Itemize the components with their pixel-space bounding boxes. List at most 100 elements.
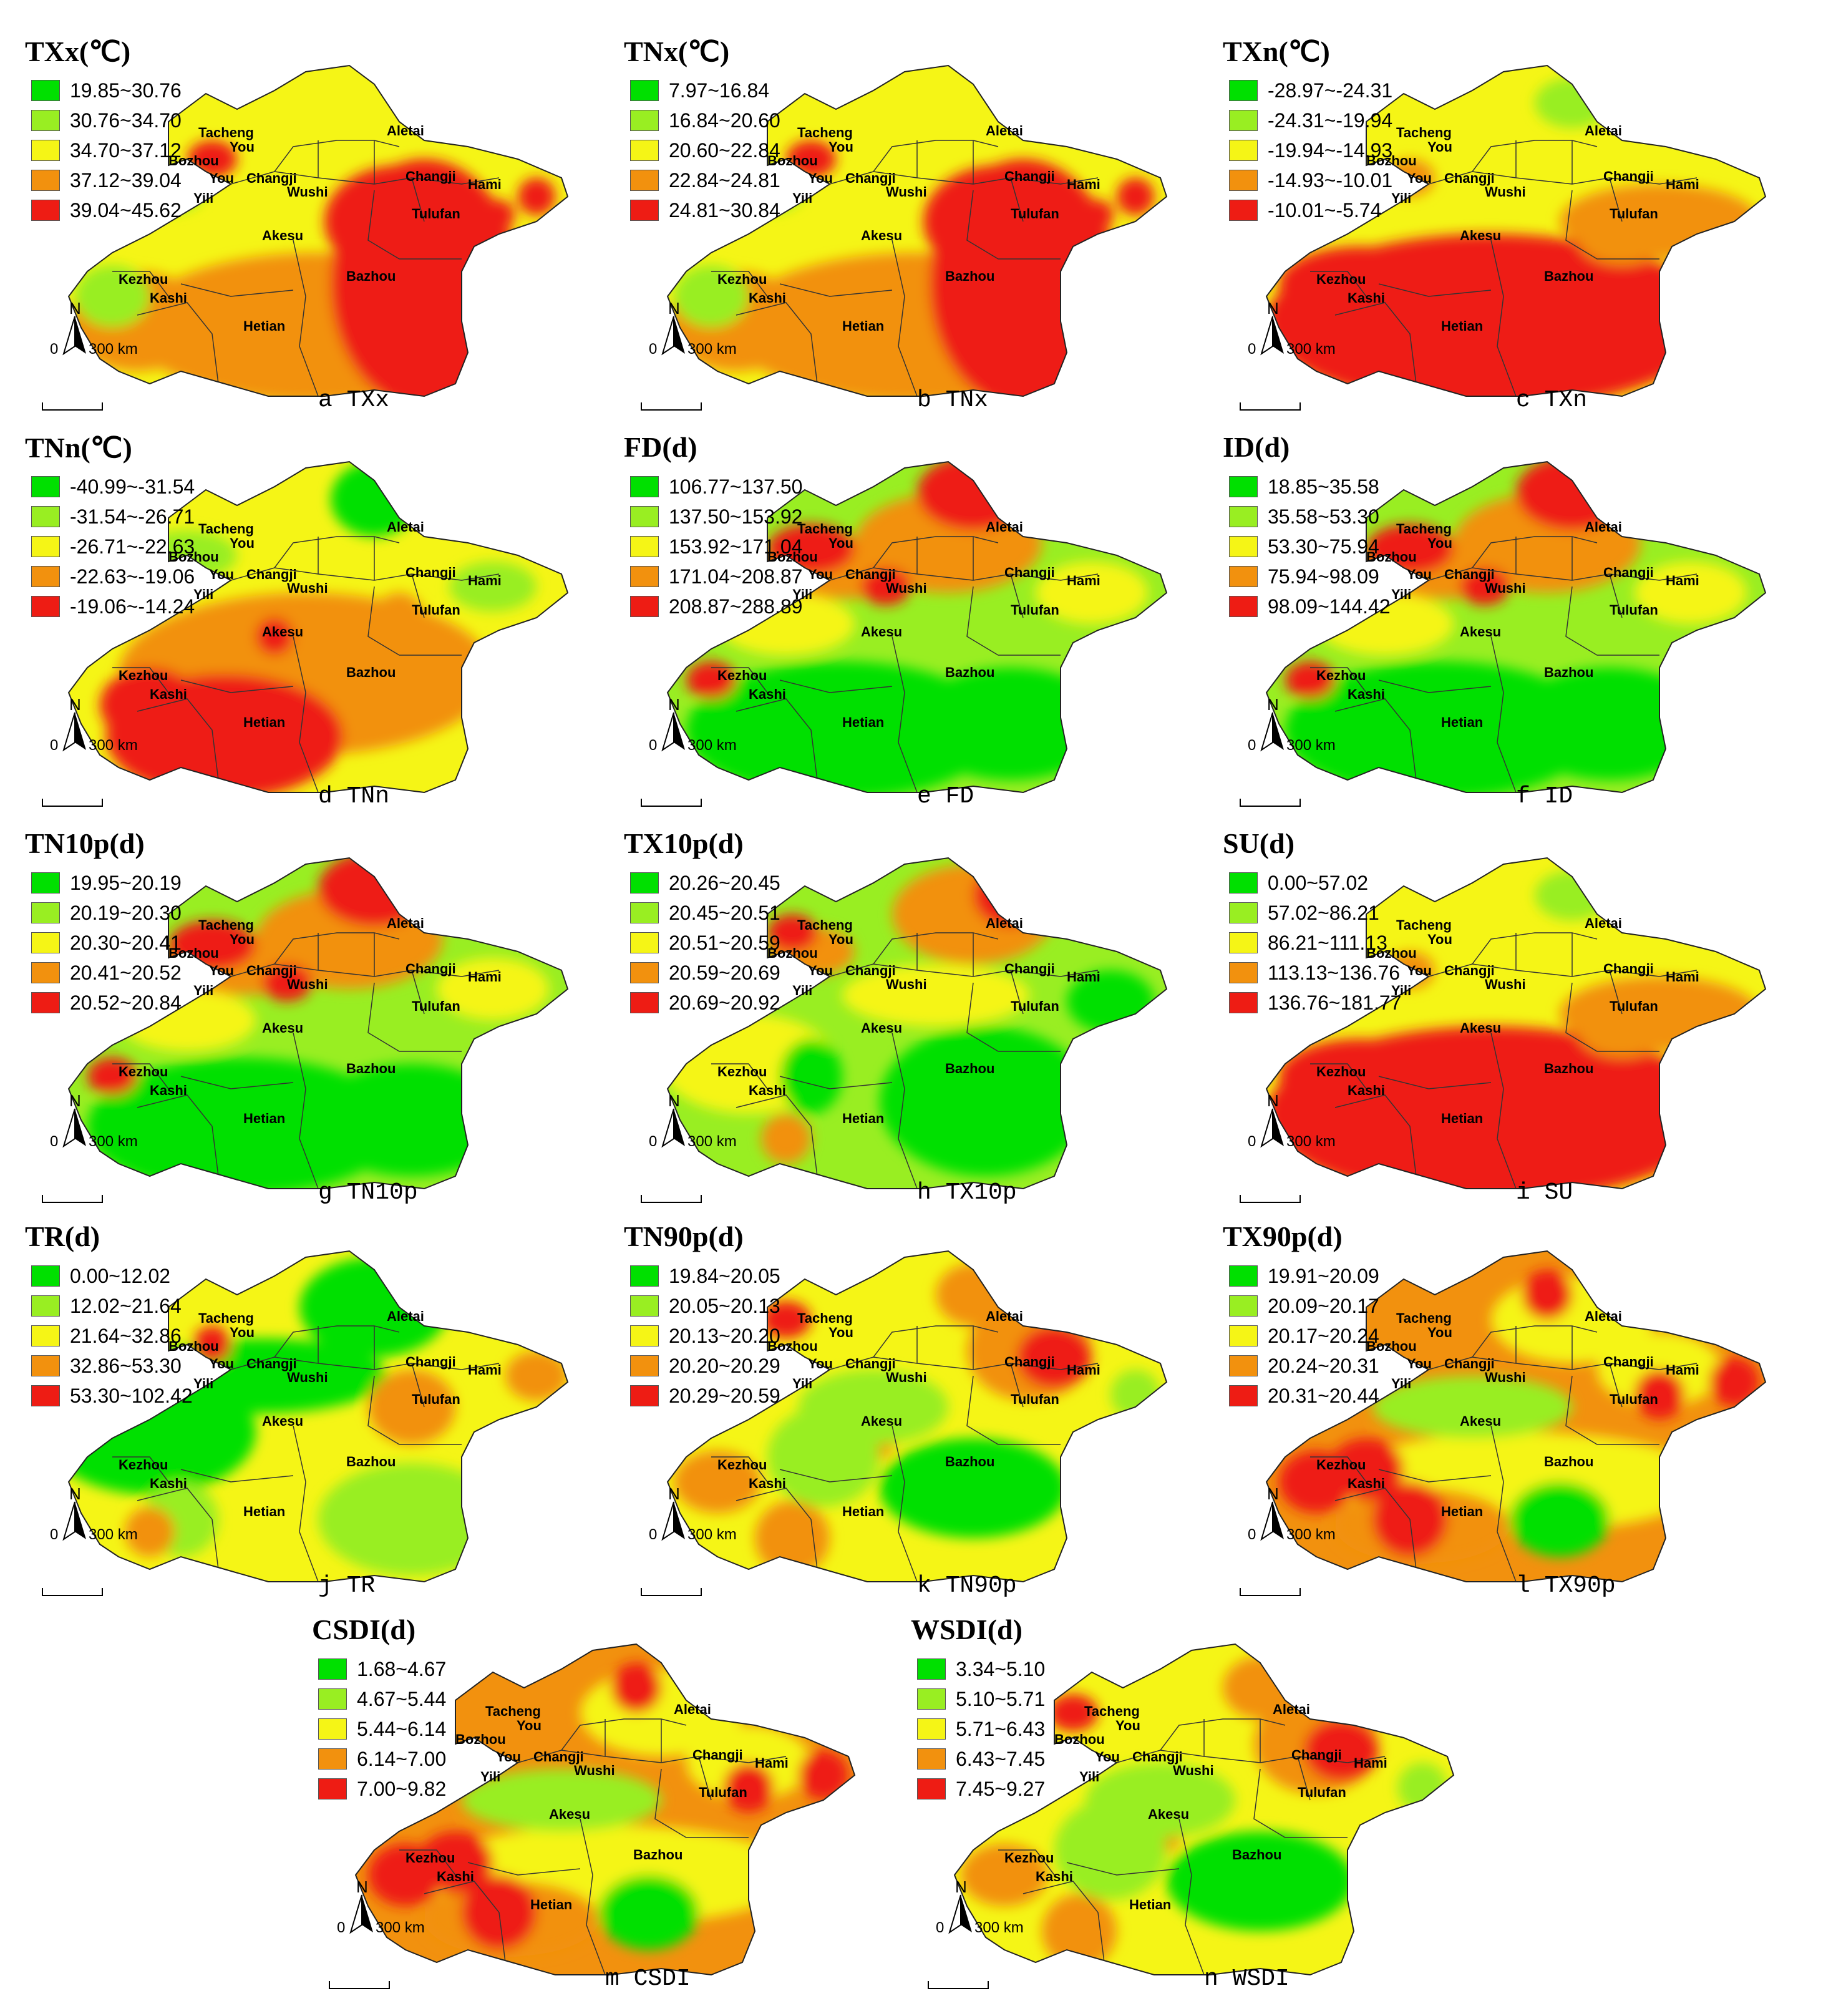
panel-caption: c TXn <box>1516 387 1588 414</box>
north-arrow-icon: N 0 300 km <box>1248 299 1336 358</box>
prefecture-border <box>367 586 462 656</box>
city-label: Yili <box>193 983 213 998</box>
map-panel: Tacheng You Aletai Bozhou You Changji Changji W… <box>1223 34 1797 421</box>
legend-item: 20.30~20.41 <box>31 928 182 958</box>
legend-swatch <box>31 110 60 131</box>
city-label: Kezhou <box>717 271 767 287</box>
prefecture-border <box>1010 970 1024 1015</box>
city-label: Hetian <box>1441 318 1483 334</box>
city-label: You <box>209 567 234 582</box>
city-label: Changji <box>1603 961 1654 976</box>
prefecture-border <box>1310 271 1367 297</box>
legend-item: 0.00~57.02 <box>1229 868 1401 898</box>
prefecture-border <box>779 1469 893 1483</box>
city-label: Aletai <box>1585 1308 1622 1324</box>
legend-swatch <box>630 566 659 587</box>
city-label: Changji <box>845 963 896 978</box>
city-label: Tulufan <box>1610 1391 1658 1407</box>
prefecture-border <box>966 1375 1061 1445</box>
city-label: Bazhou <box>945 1454 994 1469</box>
prefecture-border <box>1334 1094 1417 1177</box>
legend-label: 6.43~7.45 <box>956 1747 1046 1770</box>
city-label: Kezhou <box>717 1064 767 1079</box>
scale-bar <box>1240 1588 1301 1596</box>
legend-label: 5.10~5.71 <box>956 1687 1046 1710</box>
city-label: Akesu <box>1460 1413 1501 1429</box>
city-label: Kashi <box>749 1083 786 1098</box>
map-value-area <box>437 958 549 1020</box>
prefecture-border <box>891 636 918 792</box>
legend-label: -22.63~-19.06 <box>70 565 195 588</box>
city-label: You <box>1407 170 1432 186</box>
svg-text:0: 0 <box>50 1526 58 1543</box>
city-label: Bozhou <box>168 549 219 565</box>
legend-item: 39.04~45.62 <box>31 195 182 225</box>
city-label: Wushi <box>1485 184 1526 200</box>
legend-label: 20.60~22.84 <box>669 139 780 162</box>
city-label: Tulufan <box>412 602 460 618</box>
city-label: Yili <box>193 1376 213 1391</box>
panel-caption: g TN10p <box>318 1179 418 1206</box>
legend-label: 4.67~5.44 <box>357 1687 447 1710</box>
city-label: Yili <box>193 190 213 206</box>
map-value-area <box>961 1844 1048 1906</box>
prefecture-border <box>293 1032 319 1189</box>
legend-swatch <box>31 1295 60 1317</box>
city-label: Changji <box>1603 565 1654 580</box>
city-label: Bozhou <box>767 153 818 168</box>
legend-item: 98.09~144.42 <box>1229 592 1391 621</box>
map-value-area <box>842 964 1029 1026</box>
map-value-area <box>761 1114 811 1164</box>
city-label: Bozhou <box>1366 945 1417 961</box>
north-arrow-icon: N 0 300 km <box>936 1877 1024 1936</box>
legend-item: 53.30~75.94 <box>1229 532 1391 562</box>
map-value-area <box>799 1750 848 1800</box>
legend-label: 39.04~45.62 <box>70 198 182 222</box>
map-panel: Tacheng You Aletai Bozhou You Changji Changji W… <box>25 827 599 1214</box>
legend-swatch <box>630 992 659 1013</box>
legend-item: 20.13~20.20 <box>630 1321 780 1351</box>
city-label: Tulufan <box>1610 602 1658 618</box>
legend-label: 20.05~20.13 <box>669 1294 780 1317</box>
legend-swatch <box>31 872 60 894</box>
city-label: Changji <box>845 170 896 186</box>
map-value-area <box>1460 568 1510 605</box>
city-label: Kezhou <box>717 668 767 683</box>
legend-label: 20.41~20.52 <box>70 961 182 984</box>
map-value-area <box>1578 1008 1666 1058</box>
legend-swatch <box>31 1355 60 1376</box>
map-value-area <box>1167 1831 1354 1931</box>
prefecture-border <box>137 302 219 384</box>
prefecture-border <box>1066 1862 1180 1876</box>
map-value-area <box>483 200 515 231</box>
city-label: Bazhou <box>1544 665 1593 680</box>
legend-swatch <box>917 1658 946 1680</box>
prefecture-border <box>1609 573 1623 618</box>
map-value-area <box>911 668 1110 780</box>
prefecture-border <box>1472 140 1598 172</box>
svg-text:N: N <box>69 695 81 714</box>
city-label: You <box>1407 567 1432 582</box>
prefecture-border <box>411 970 425 1015</box>
map-value-area <box>1372 1376 1572 1438</box>
prefecture-border <box>1378 283 1492 297</box>
legend-item: 5.71~6.43 <box>917 1714 1045 1744</box>
city-label: You <box>230 1325 255 1340</box>
legend-item: 20.05~20.13 <box>630 1291 780 1321</box>
legend-label: 3.34~5.10 <box>956 1657 1046 1680</box>
panel-caption: b TNx <box>917 387 989 414</box>
region-outline <box>666 460 1168 794</box>
city-label: Kezhou <box>119 1457 168 1473</box>
panel-caption: a TXx <box>318 387 390 414</box>
map-value-area <box>767 1407 880 1507</box>
city-label: Tulufan <box>1011 1391 1059 1407</box>
city-label: Changji <box>1603 1354 1654 1370</box>
city-label: You <box>828 535 853 551</box>
svg-text:N: N <box>955 1877 967 1896</box>
svg-text:0: 0 <box>50 1133 58 1150</box>
legend-swatch <box>630 1325 659 1346</box>
city-label: Kashi <box>749 1476 786 1491</box>
panel-title: TXx(℃) <box>25 36 131 67</box>
city-label: Kashi <box>1348 1083 1385 1098</box>
